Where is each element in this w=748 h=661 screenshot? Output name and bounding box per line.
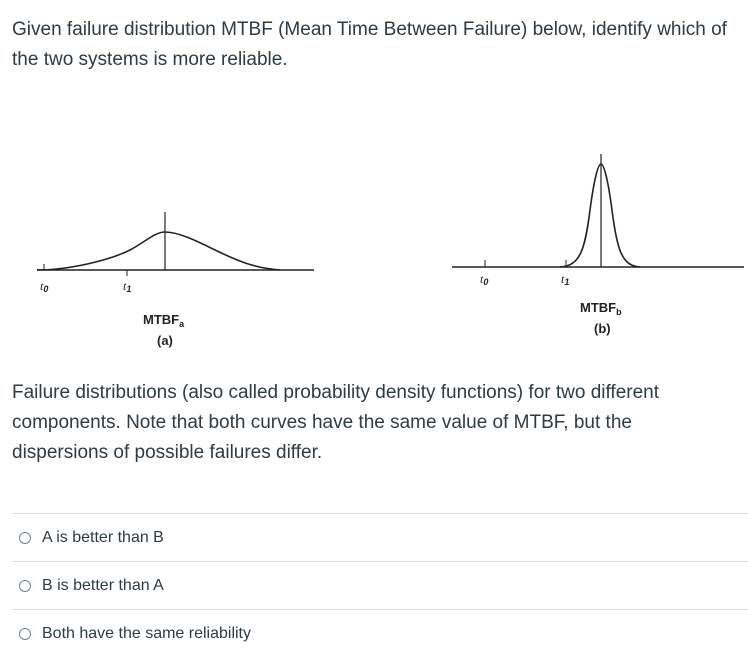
panel-b-t0-label: t0 [480, 272, 488, 287]
panel-a-t0-label: t0 [40, 279, 48, 294]
option-b-better[interactable]: B is better than A [12, 561, 748, 609]
failure-distribution-figure: t0 t1 MTBFa (a) t0 t1 MTBFb (b) [0, 140, 748, 360]
panel-b-mtbf-label: MTBFb [580, 300, 622, 317]
radio-button[interactable] [19, 531, 31, 544]
option-label: A is better than B [42, 528, 164, 546]
panel-b-t1-label: t1 [561, 272, 569, 287]
figure-caption: Failure distributions (also called proba… [12, 382, 660, 463]
panel-a-t1-label: t1 [123, 279, 131, 294]
panel-b-curve [559, 163, 641, 268]
option-label: Both have the same reliability [42, 624, 251, 642]
option-label: B is better than A [42, 576, 164, 594]
radio-button[interactable] [19, 627, 31, 640]
option-a-better[interactable]: A is better than B [12, 513, 748, 561]
radio-button[interactable] [19, 579, 31, 592]
panel-a-curve [36, 231, 281, 271]
question-text: Given failure distribution MTBF (Mean Ti… [12, 19, 727, 70]
panel-b: t0 t1 MTBFb (b) [452, 154, 744, 336]
panel-a-mtbf-label: MTBFa [143, 312, 185, 329]
option-same-reliability[interactable]: Both have the same reliability [12, 609, 748, 657]
panel-b-caption-label: (b) [594, 321, 611, 336]
answer-options: A is better than B B is better than A Bo… [12, 513, 748, 657]
panel-a: t0 t1 MTBFa (a) [36, 212, 314, 348]
figure-svg: t0 t1 MTBFa (a) t0 t1 MTBFb (b) [36, 154, 744, 348]
panel-a-caption-label: (a) [157, 333, 173, 348]
